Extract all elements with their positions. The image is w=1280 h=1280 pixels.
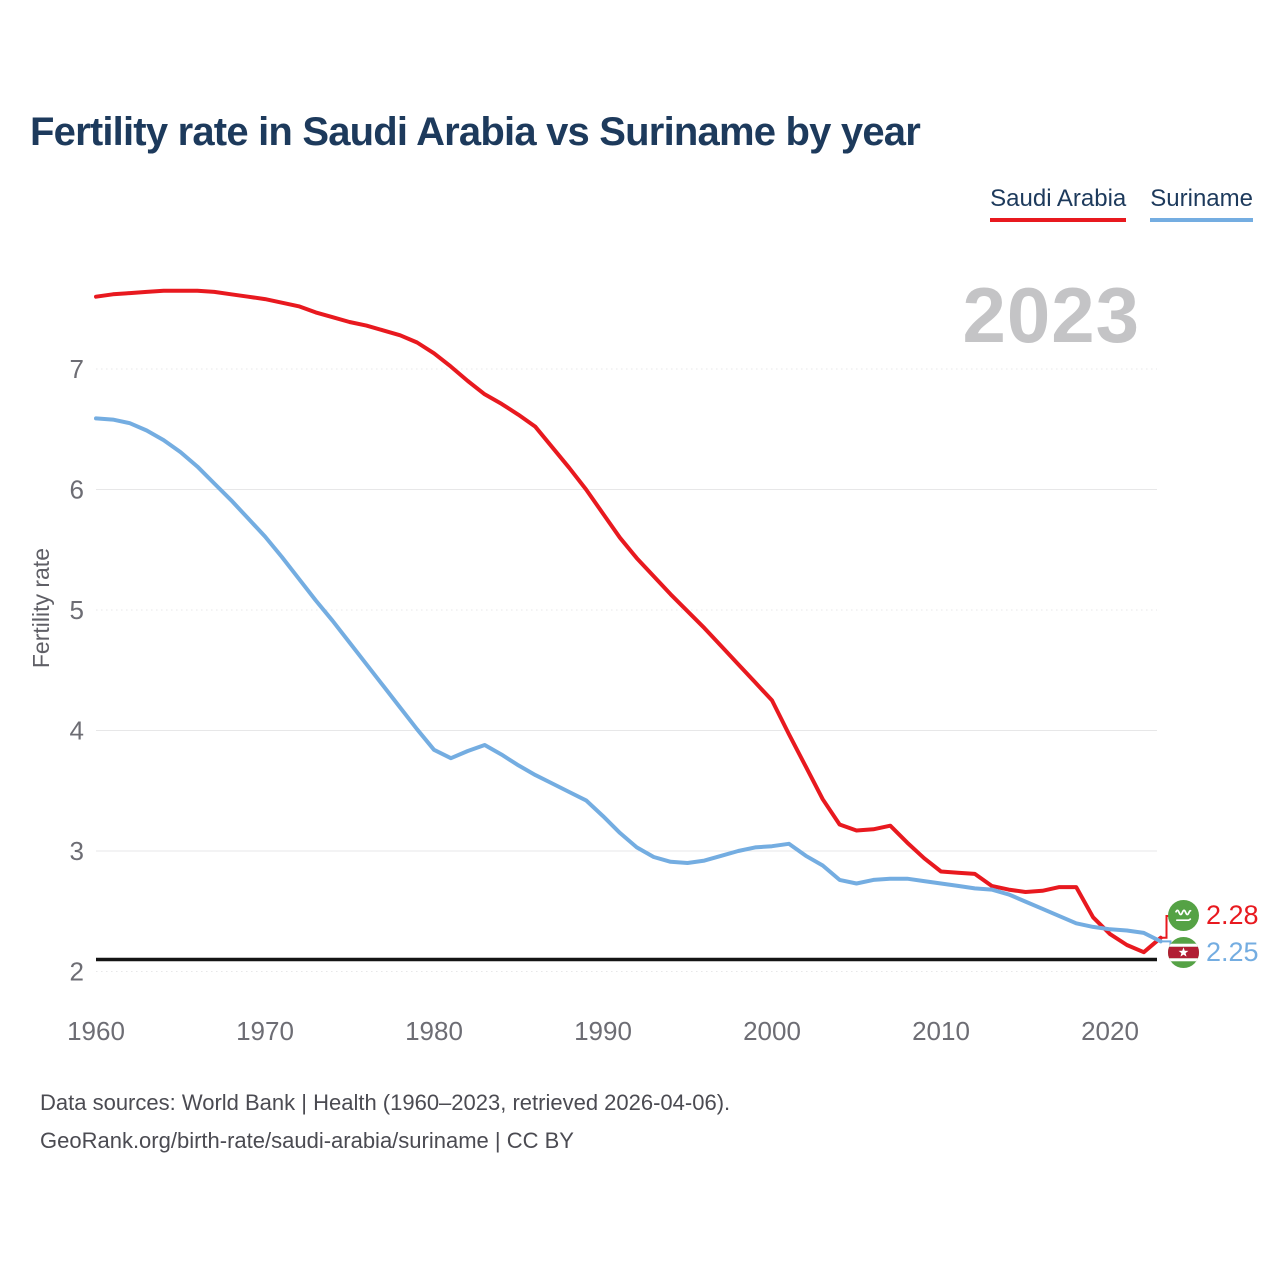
y-tick-label: 4 — [70, 716, 84, 746]
y-tick-label: 2 — [70, 957, 84, 987]
end-label-suriname: 2.25 — [1168, 937, 1259, 968]
x-tick-label: 1990 — [574, 1016, 632, 1046]
legend-item-saudi-arabia[interactable]: Saudi Arabia — [990, 185, 1127, 222]
year-watermark: 2023 — [962, 271, 1140, 359]
saudi-arabia-line — [94, 288, 1163, 955]
gridlines — [96, 368, 1157, 972]
y-tick-label: 7 — [70, 354, 84, 384]
x-tick-label: 2000 — [743, 1016, 801, 1046]
end-value-saudi-arabia: 2.28 — [1206, 900, 1259, 930]
x-tick-label: 1980 — [405, 1016, 463, 1046]
suriname-line — [94, 416, 1163, 944]
x-tick-label: 1970 — [236, 1016, 294, 1046]
y-tick-label: 6 — [70, 475, 84, 505]
x-axis-tick-labels: 1960 1970 1980 1990 2000 2010 2020 — [67, 1016, 1139, 1046]
y-tick-label: 3 — [70, 836, 84, 866]
legend-item-suriname[interactable]: Suriname — [1150, 185, 1253, 222]
x-tick-label: 1960 — [67, 1016, 125, 1046]
end-value-suriname: 2.25 — [1206, 937, 1259, 967]
end-label-saudi-arabia: 2.28 — [1168, 900, 1259, 931]
legend-label-suriname: Suriname — [1150, 185, 1253, 212]
legend: Saudi Arabia Suriname — [990, 185, 1253, 222]
suriname-flag-icon — [1168, 937, 1199, 968]
saudi-arabia-flag-icon — [1168, 900, 1199, 931]
x-tick-label: 2020 — [1081, 1016, 1139, 1046]
legend-label-saudi-arabia: Saudi Arabia — [990, 185, 1127, 212]
y-axis-tick-labels: 7 6 5 4 3 2 — [70, 354, 84, 987]
footer: Data sources: World Bank | Health (1960–… — [40, 1084, 730, 1160]
footer-attribution: GeoRank.org/birth-rate/saudi-arabia/suri… — [40, 1128, 574, 1153]
x-tick-label: 2010 — [912, 1016, 970, 1046]
page-title: Fertility rate in Saudi Arabia vs Surina… — [30, 110, 921, 154]
footer-sources: Data sources: World Bank | Health (1960–… — [40, 1090, 731, 1115]
y-tick-label: 5 — [70, 595, 84, 625]
